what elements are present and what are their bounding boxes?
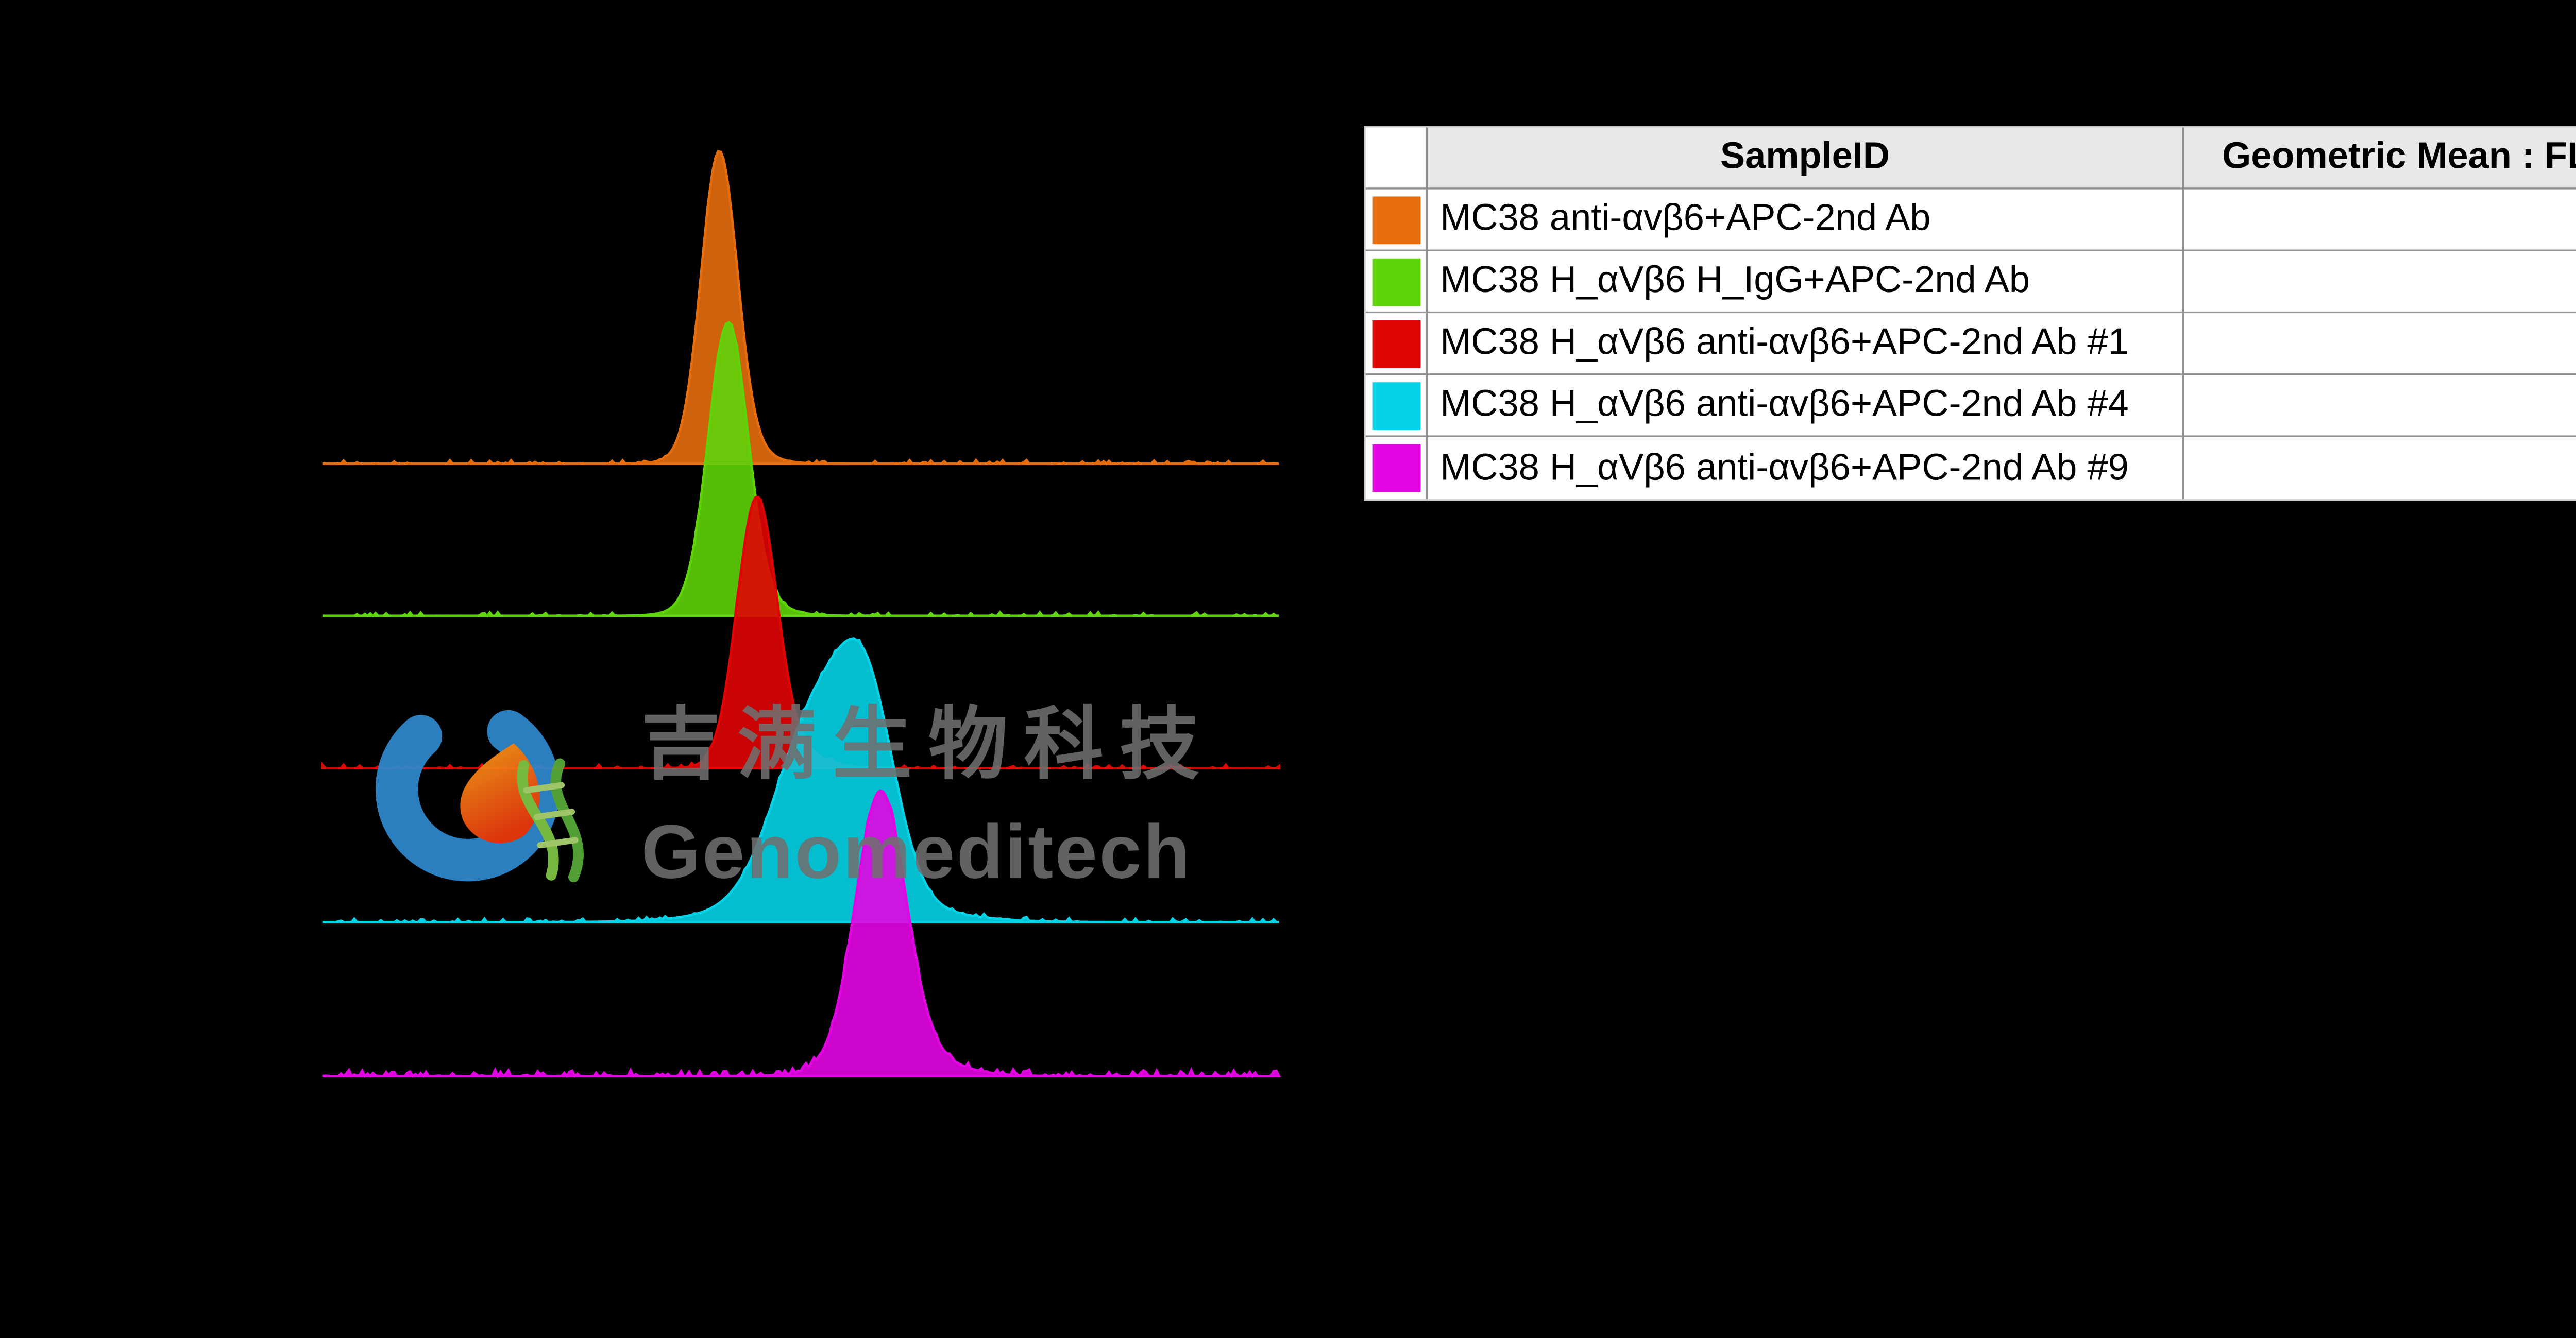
geomean-value-cell: 58035: [2184, 437, 2576, 500]
histogram-series-1: [322, 149, 1279, 466]
color-swatch-icon: [1371, 381, 1420, 430]
ridgeline-histogram-plot: [321, 149, 1281, 1079]
geomean-value-cell: 6094: [2184, 313, 2576, 375]
histogram-series-4: [322, 637, 1279, 924]
logo-dna: [517, 758, 584, 883]
watermark-english-text: Genomeditech: [641, 810, 1192, 896]
watermark-chinese-text: 吉满生物科技: [641, 699, 1215, 790]
geomean-value-cell: 2272: [2184, 189, 2576, 251]
genomeditech-logo: [375, 697, 584, 883]
legend-table: SampleID Geometric Mean : FL11-H MC38 an…: [1364, 125, 2576, 501]
sample-id-cell: MC38 H_αVβ6 anti-αvβ6+APC-2nd Ab #9: [1428, 437, 2184, 500]
legend-swatch: [1365, 375, 1428, 437]
color-swatch-icon: [1371, 444, 1420, 492]
sample-id-cell: MC38 H_αVβ6 H_IgG+APC-2nd Ab: [1428, 251, 2184, 314]
histogram-series-5: [322, 789, 1281, 1079]
table-header-color: [1365, 127, 1428, 190]
legend-swatch: [1365, 437, 1428, 500]
color-swatch-icon: [1371, 319, 1420, 368]
geomean-value-cell: 27150: [2184, 375, 2576, 437]
legend-swatch: [1365, 251, 1428, 314]
legend-swatch: [1365, 313, 1428, 375]
table-header-sampleid: SampleID: [1428, 127, 2184, 190]
color-swatch-icon: [1371, 258, 1420, 305]
table-header-geomean: Geometric Mean : FL11-H: [2184, 127, 2576, 190]
histogram-series-2: [322, 321, 1279, 618]
sample-id-cell: MC38 H_αVβ6 anti-αvβ6+APC-2nd Ab #4: [1428, 375, 2184, 437]
color-swatch-icon: [1371, 195, 1420, 244]
geomean-value-cell: 2233: [2184, 251, 2576, 314]
sample-id-cell: MC38 H_αVβ6 anti-αvβ6+APC-2nd Ab #1: [1428, 313, 2184, 375]
legend-swatch: [1365, 189, 1428, 251]
sample-id-cell: MC38 anti-αvβ6+APC-2nd Ab: [1428, 189, 2184, 251]
